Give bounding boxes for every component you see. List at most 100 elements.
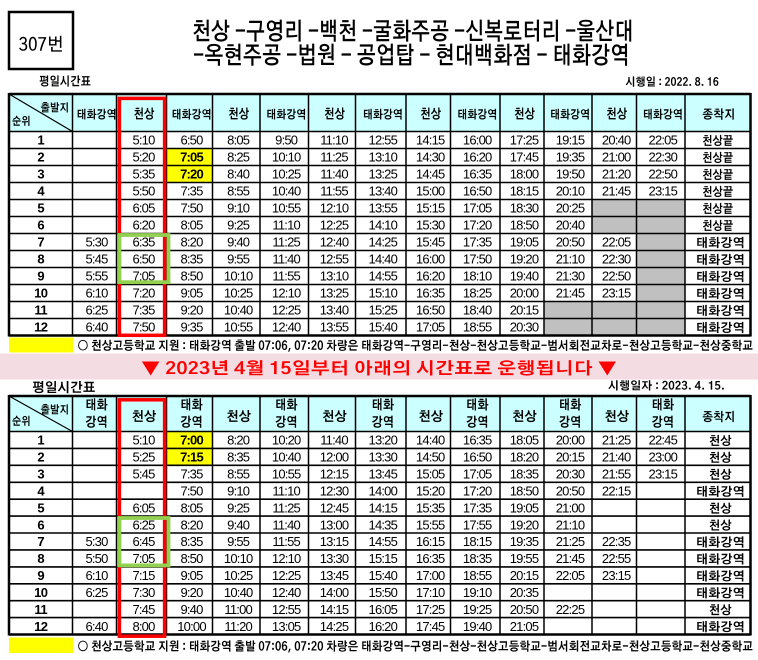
svg-text:17:45: 17:45	[416, 619, 445, 634]
svg-text:20:35: 20:35	[510, 585, 539, 600]
svg-text:17:35: 17:35	[463, 235, 492, 250]
svg-text:14:40: 14:40	[416, 433, 445, 448]
svg-text:15:05: 15:05	[416, 467, 445, 482]
svg-text:17:25: 17:25	[510, 133, 539, 148]
svg-text:18:50: 18:50	[510, 218, 539, 233]
svg-text:20:10: 20:10	[556, 184, 585, 199]
svg-text:20:40: 20:40	[556, 218, 585, 233]
svg-text:18:50: 18:50	[510, 484, 539, 499]
svg-text:8:20: 8:20	[180, 517, 203, 532]
svg-text:13:45: 13:45	[369, 467, 398, 482]
svg-text:15:35: 15:35	[416, 500, 445, 515]
svg-text:14:25: 14:25	[320, 619, 349, 634]
svg-text:10:40: 10:40	[224, 303, 253, 318]
svg-text:12:10: 12:10	[272, 286, 301, 301]
svg-text:12:40: 12:40	[320, 235, 349, 250]
svg-text:20:30: 20:30	[556, 467, 585, 482]
svg-text:21:20: 21:20	[602, 167, 631, 182]
svg-text:16:05: 16:05	[369, 602, 398, 617]
svg-text:11: 11	[34, 602, 47, 617]
svg-text:12:15: 12:15	[320, 467, 349, 482]
svg-text:13:10: 13:10	[320, 269, 349, 284]
svg-text:23:00: 23:00	[649, 450, 678, 465]
svg-text:18:15: 18:15	[510, 184, 539, 199]
svg-text:17:05: 17:05	[463, 467, 492, 482]
svg-text:7:20: 7:20	[132, 286, 155, 301]
svg-text:20:50: 20:50	[510, 602, 539, 617]
svg-text:15:10: 15:10	[369, 286, 398, 301]
svg-text:19:40: 19:40	[463, 619, 492, 634]
svg-text:16:35: 16:35	[463, 167, 492, 182]
svg-text:19:35: 19:35	[510, 534, 539, 549]
svg-text:8:35: 8:35	[180, 252, 203, 267]
svg-text:22:30: 22:30	[649, 150, 678, 165]
svg-text:17:20: 17:20	[463, 218, 492, 233]
svg-text:6: 6	[37, 517, 44, 532]
svg-text:11:40: 11:40	[272, 252, 300, 267]
svg-text:12:55: 12:55	[320, 252, 349, 267]
svg-text:12:30: 12:30	[320, 484, 349, 499]
svg-text:8:35: 8:35	[227, 450, 250, 465]
svg-text:21:10: 21:10	[556, 517, 585, 532]
svg-text:13:30: 13:30	[320, 551, 349, 566]
svg-text:7: 7	[37, 534, 44, 549]
svg-text:11:40: 11:40	[272, 517, 300, 532]
svg-text:7:15: 7:15	[180, 450, 203, 465]
svg-text:6: 6	[37, 218, 44, 233]
svg-text:21:25: 21:25	[602, 433, 631, 448]
svg-text:7:50: 7:50	[132, 320, 155, 335]
svg-text:6:20: 6:20	[132, 218, 155, 233]
svg-text:6:25: 6:25	[85, 303, 108, 318]
svg-text:13:00: 13:00	[320, 517, 349, 532]
svg-text:5:10: 5:10	[132, 133, 155, 148]
svg-text:7:35: 7:35	[132, 303, 155, 318]
svg-text:13:40: 13:40	[320, 303, 349, 318]
svg-text:5:35: 5:35	[132, 167, 155, 182]
svg-text:13:55: 13:55	[320, 320, 349, 335]
svg-text:14:15: 14:15	[369, 500, 398, 515]
svg-text:17:05: 17:05	[463, 201, 492, 216]
svg-text:15:20: 15:20	[416, 484, 445, 499]
svg-text:22:30: 22:30	[602, 252, 631, 267]
svg-text:5:45: 5:45	[85, 252, 108, 267]
svg-text:15:25: 15:25	[369, 303, 398, 318]
svg-text:14:55: 14:55	[369, 534, 398, 549]
svg-text:7:35: 7:35	[180, 184, 203, 199]
svg-text:9:40: 9:40	[227, 235, 250, 250]
svg-text:21:45: 21:45	[602, 184, 631, 199]
svg-text:21:05: 21:05	[510, 619, 539, 634]
svg-text:6:45: 6:45	[132, 534, 155, 549]
svg-text:8:05: 8:05	[180, 500, 203, 515]
svg-text:22:05: 22:05	[649, 133, 678, 148]
svg-text:20:50: 20:50	[556, 484, 585, 499]
svg-text:22:50: 22:50	[602, 269, 631, 284]
svg-text:4: 4	[37, 184, 45, 199]
svg-text:15:15: 15:15	[416, 201, 445, 216]
svg-text:7: 7	[37, 235, 44, 250]
svg-text:20:50: 20:50	[556, 235, 585, 250]
svg-text:17:50: 17:50	[463, 252, 492, 267]
svg-text:6:40: 6:40	[85, 320, 108, 335]
svg-text:8:50: 8:50	[180, 551, 203, 566]
svg-text:6:05: 6:05	[132, 201, 155, 216]
svg-text:9:10: 9:10	[227, 484, 250, 499]
svg-text:18:55: 18:55	[463, 568, 492, 583]
svg-text:11:40: 11:40	[320, 167, 348, 182]
svg-text:8:00: 8:00	[132, 619, 155, 634]
svg-text:19:55: 19:55	[510, 551, 539, 566]
svg-text:12:10: 12:10	[320, 201, 349, 216]
svg-text:19:40: 19:40	[510, 269, 539, 284]
svg-text:18:35: 18:35	[510, 467, 539, 482]
svg-text:22:45: 22:45	[649, 433, 678, 448]
svg-text:14:00: 14:00	[369, 484, 398, 499]
svg-text:10:55: 10:55	[272, 201, 301, 216]
svg-text:22:35: 22:35	[602, 534, 631, 549]
svg-text:21:45: 21:45	[556, 551, 585, 566]
svg-text:11:10: 11:10	[272, 484, 300, 499]
svg-text:17:45: 17:45	[510, 150, 539, 165]
svg-text:11:40: 11:40	[320, 433, 348, 448]
svg-text:11:25: 11:25	[272, 500, 300, 515]
svg-text:6:25: 6:25	[85, 585, 108, 600]
svg-text:12:10: 12:10	[272, 551, 301, 566]
svg-text:18:15: 18:15	[463, 534, 492, 549]
